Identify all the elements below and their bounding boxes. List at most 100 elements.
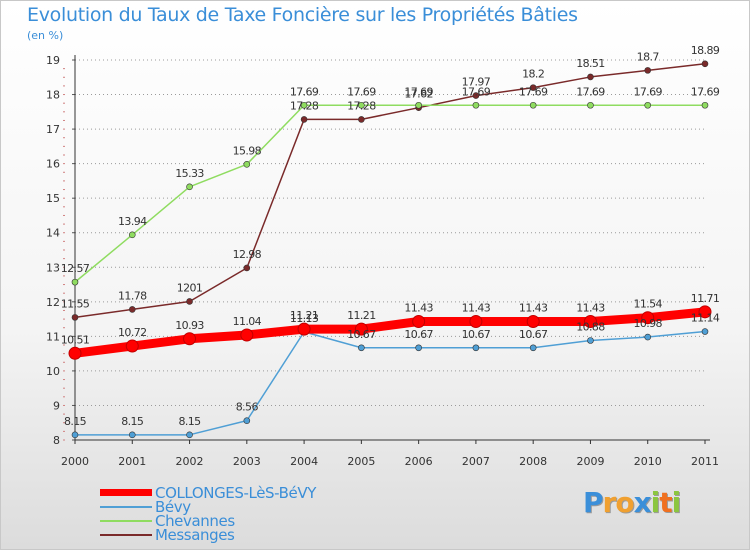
data-label-bevy: 11.13 [290, 312, 319, 325]
data-label-collonges: 11.43 [519, 302, 548, 315]
unit-label: (en %) [27, 29, 64, 42]
legend-swatch-messanges [100, 534, 152, 536]
data-label-chevannes: 17.69 [404, 85, 433, 98]
data-point-bevy [128, 431, 136, 439]
data-label-collonges: 11.04 [233, 315, 262, 328]
data-point-collonges [125, 339, 139, 353]
logo-letter: i [671, 486, 682, 519]
data-point-chevannes [243, 161, 251, 168]
data-label-messanges: 17.28 [290, 99, 319, 112]
data-point-collonges [68, 346, 82, 360]
data-label-chevannes: 17.69 [519, 85, 548, 98]
legend-swatch-collonges [100, 489, 152, 496]
data-point-collonges [183, 332, 197, 346]
data-point-chevannes [701, 101, 709, 109]
data-label-messanges: 11.55 [61, 297, 90, 310]
data-point-bevy [71, 431, 79, 439]
data-label-bevy: 8.15 [64, 415, 87, 428]
data-label-chevannes: 17.69 [576, 85, 605, 98]
legend-swatch-chevannes [100, 520, 152, 522]
logo-letter: P [583, 486, 604, 519]
x-tick-label: 2006 [405, 455, 433, 468]
data-label-chevannes: 17.69 [691, 85, 720, 98]
logo-letter: t [659, 486, 672, 519]
data-point-bevy [186, 431, 193, 439]
data-point-collonges [698, 305, 712, 319]
data-label-bevy: 8.56 [236, 401, 259, 414]
data-point-bevy [587, 337, 594, 344]
data-label-messanges: 18.89 [691, 44, 720, 57]
data-point-chevannes [472, 101, 480, 109]
data-label-collonges: 10.93 [175, 319, 204, 332]
data-point-chevannes [300, 101, 308, 109]
legend-label-bevy: Bévy [155, 498, 191, 516]
data-label-chevannes: 13.94 [118, 215, 147, 228]
axes: 8 9 10 11 12 13 14 15 16 17 18 19 2000 2001 2002 2003 20… [46, 54, 719, 468]
data-label-collonges: 10.72 [118, 326, 147, 339]
data-label-bevy: 10.67 [347, 328, 376, 341]
data-label-chevannes: 17.69 [290, 85, 319, 98]
data-point-chevannes [186, 183, 193, 191]
logo-letter: i [650, 486, 661, 519]
data-label-bevy: 10.88 [576, 321, 605, 334]
data-point-messanges [701, 60, 709, 68]
data-point-collonges [641, 311, 655, 325]
proxiti-logo: Proxiti [583, 486, 682, 519]
data-point-chevannes [128, 231, 136, 239]
x-tick-label: 2007 [462, 455, 490, 468]
data-label-collonges: 11.54 [633, 298, 662, 311]
data-label-messanges: 12.98 [233, 248, 262, 261]
y-tick-label: 12 [46, 296, 60, 309]
data-label-messanges: 18.51 [576, 57, 605, 70]
data-label-collonges: 11.71 [691, 292, 720, 305]
data-label-messanges: 18.2 [522, 68, 544, 81]
data-point-bevy [701, 328, 709, 335]
data-label-messanges: 11.78 [118, 289, 147, 302]
data-label-messanges: 17.97 [462, 76, 491, 89]
data-point-messanges [644, 67, 652, 74]
y-tick-label: 9 [53, 399, 60, 412]
legend-label-collonges: COLLONGES-LèS-BéVY [155, 484, 316, 502]
data-point-collonges [583, 315, 597, 329]
legend-label-messanges: Messanges [155, 526, 235, 544]
data-point-chevannes [415, 101, 422, 109]
data-point-bevy [529, 344, 537, 352]
y-tick-label: 15 [46, 192, 60, 205]
data-point-bevy [644, 333, 652, 341]
grid-lines [75, 59, 705, 406]
logo-letter: o [615, 486, 634, 519]
data-point-collonges [469, 315, 483, 329]
series-line-collonges [70, 307, 710, 358]
logo-letter: x [633, 486, 652, 519]
data-label-collonges: 11.43 [404, 302, 433, 315]
data-label-chevannes: 15.33 [175, 167, 204, 180]
data-point-chevannes [71, 278, 79, 286]
y-tick-label: 19 [46, 54, 60, 67]
data-point-messanges [529, 84, 537, 91]
data-label-bevy: 10.67 [404, 328, 433, 341]
x-tick-label: 2005 [347, 455, 375, 468]
data-point-collonges [412, 315, 426, 329]
data-point-collonges [240, 328, 254, 342]
y-tick-label: 8 [53, 434, 60, 447]
data-point-messanges [71, 314, 79, 321]
data-point-chevannes [644, 101, 652, 109]
y-tick-label: 18 [46, 89, 60, 102]
series-lines [68, 60, 712, 439]
data-label-collonges: 11.21 [347, 309, 376, 322]
legend-swatch-bevy [100, 506, 152, 508]
x-tick-label: 2004 [290, 455, 318, 468]
data-point-messanges [587, 73, 594, 81]
data-point-bevy [415, 344, 422, 352]
x-tick-label: 2008 [519, 455, 547, 468]
x-tick-label: 2009 [576, 455, 604, 468]
data-label-bevy: 8.15 [178, 415, 201, 428]
x-tick-label: 2011 [691, 455, 719, 468]
x-tick-label: 2010 [634, 455, 662, 468]
data-point-collonges [354, 322, 368, 336]
y-tick-label: 11 [46, 330, 60, 343]
y-tick-label: 17 [46, 123, 60, 136]
data-label-bevy: 8.15 [121, 415, 144, 428]
